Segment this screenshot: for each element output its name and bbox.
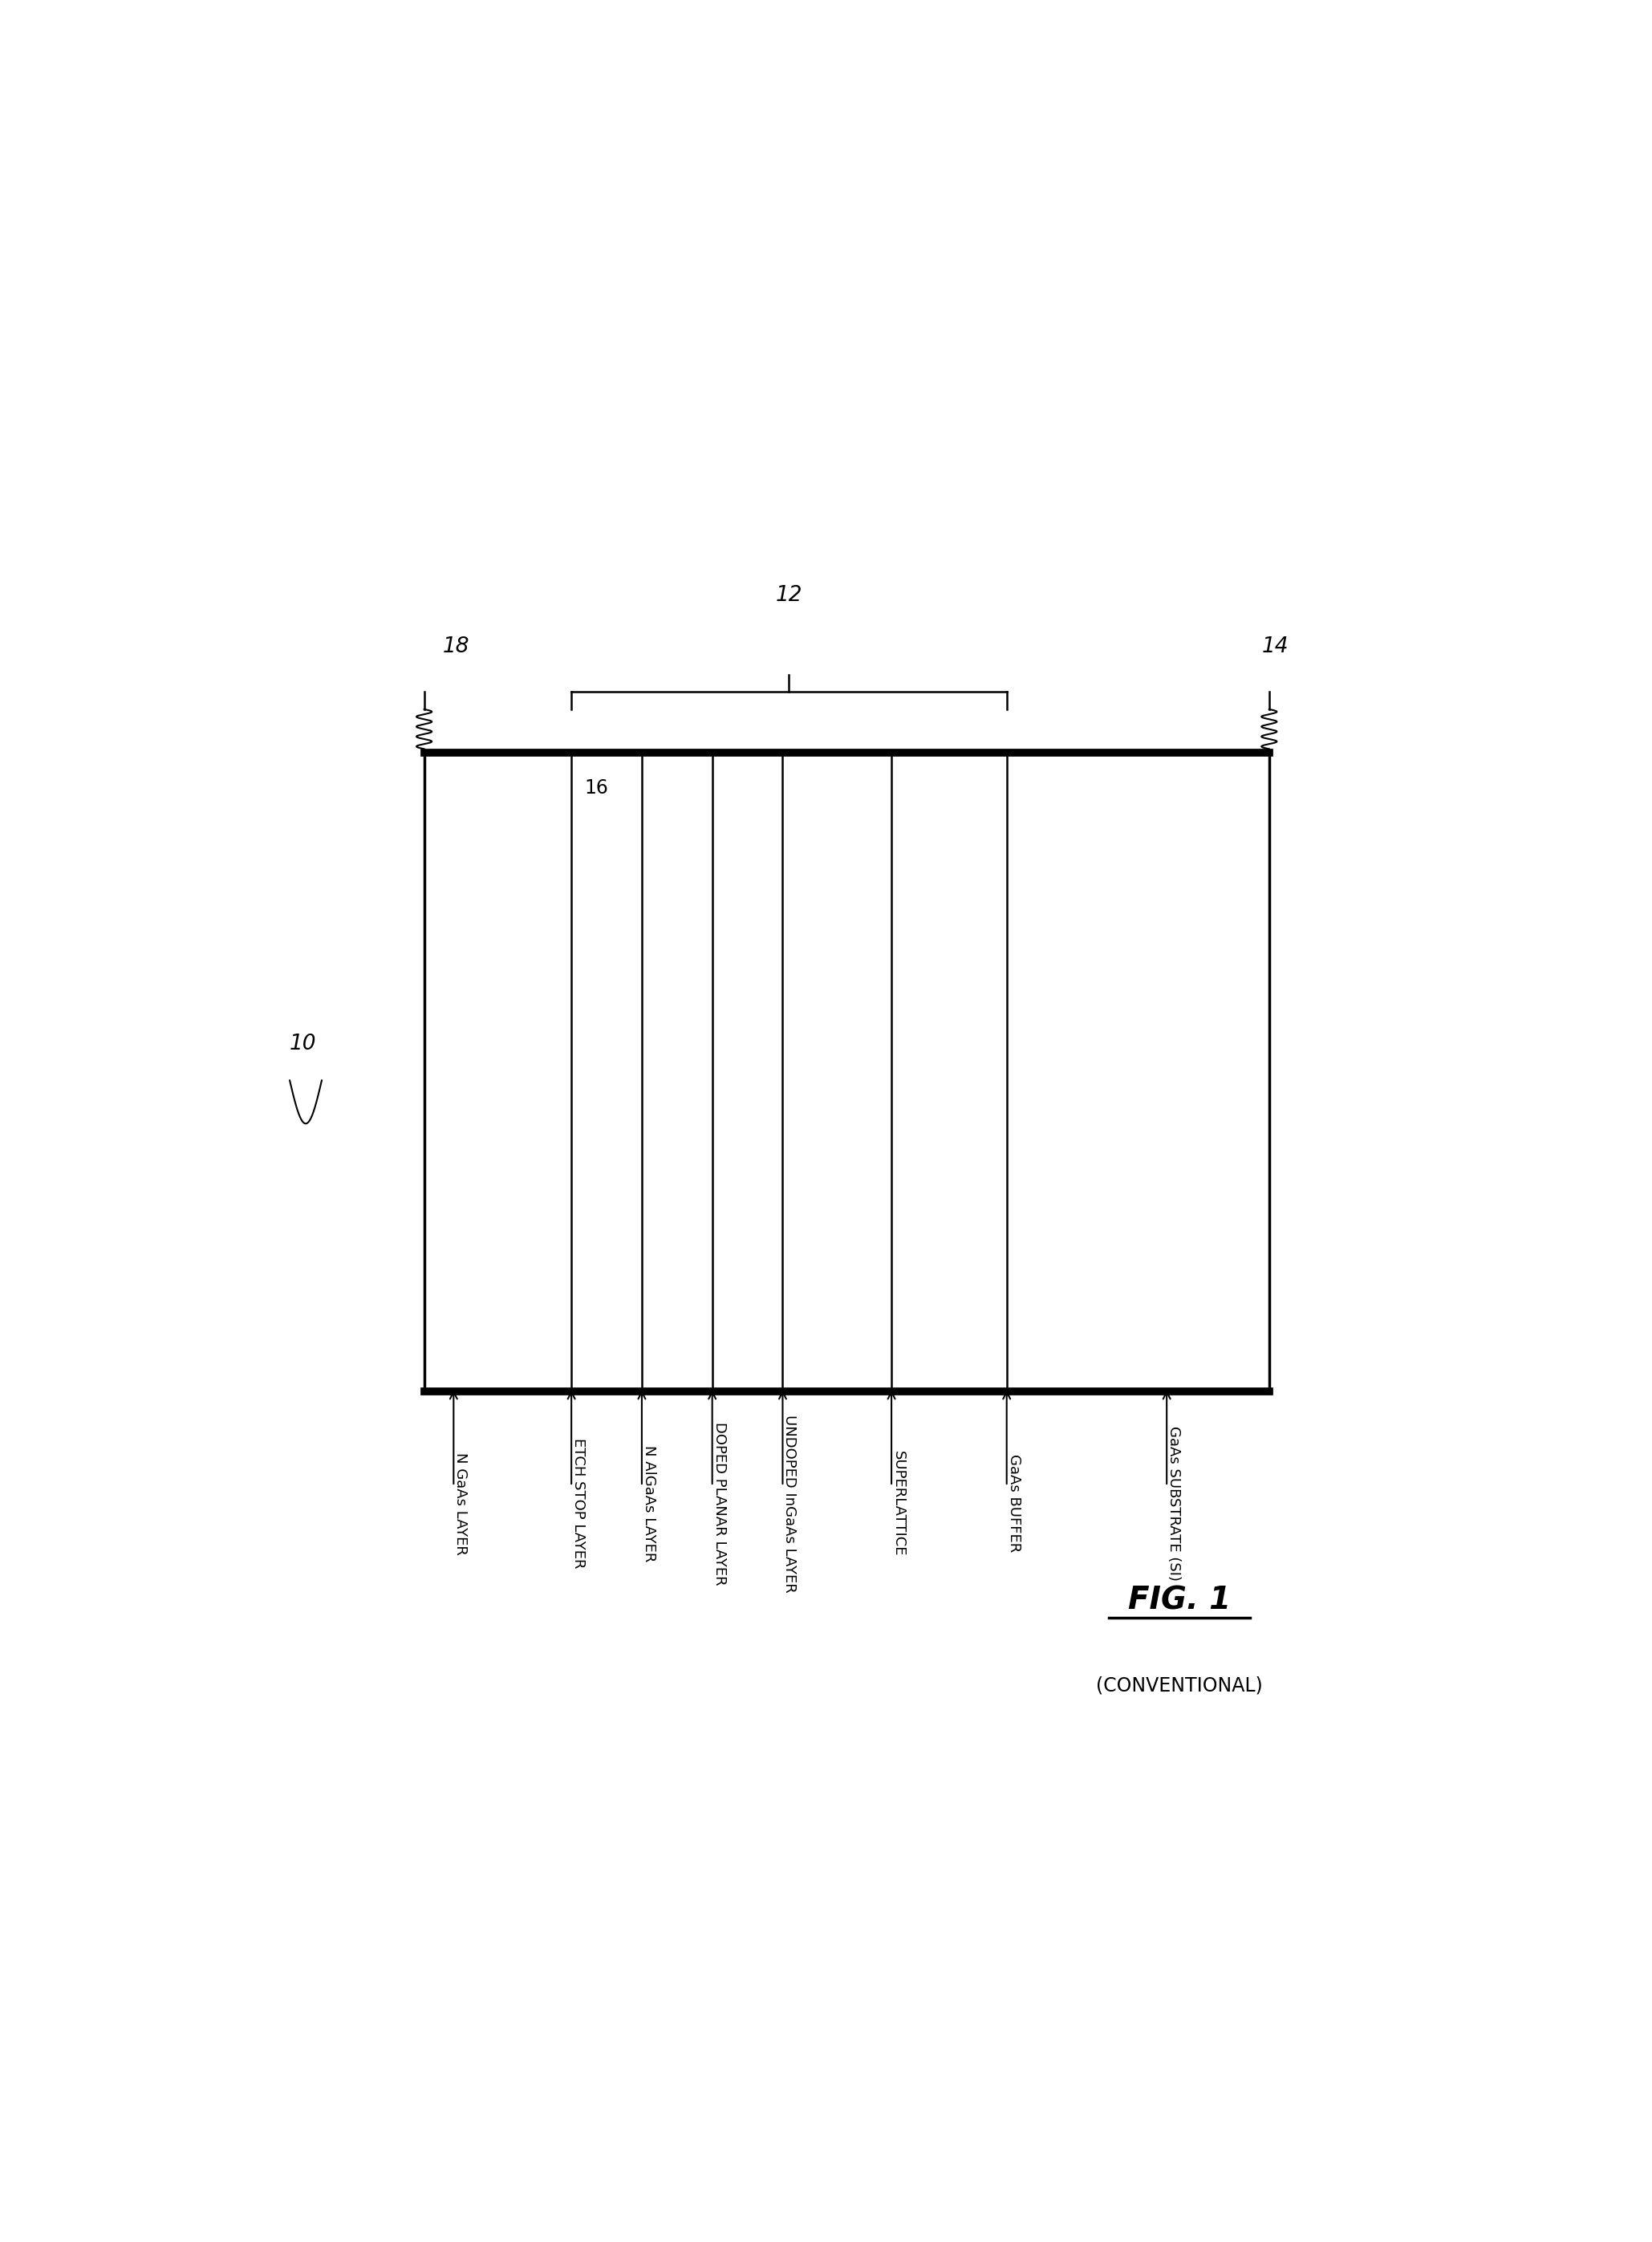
Text: 14: 14 bbox=[1262, 637, 1289, 657]
Text: FIG. 1: FIG. 1 bbox=[1128, 1585, 1231, 1616]
Text: ETCH STOP LAYER: ETCH STOP LAYER bbox=[572, 1437, 586, 1569]
Text: UNDOPED InGaAs LAYER: UNDOPED InGaAs LAYER bbox=[783, 1415, 796, 1592]
Text: DOPED PLANAR LAYER: DOPED PLANAR LAYER bbox=[712, 1421, 727, 1585]
Text: 16: 16 bbox=[585, 778, 608, 798]
Bar bbox=[425, 753, 1269, 1390]
Text: GaAs BUFFER: GaAs BUFFER bbox=[1006, 1455, 1021, 1551]
Text: SUPERLATTICE: SUPERLATTICE bbox=[892, 1451, 905, 1556]
Text: N AlGaAs LAYER: N AlGaAs LAYER bbox=[641, 1446, 656, 1563]
Text: 12: 12 bbox=[775, 585, 803, 605]
Text: N GaAs LAYER: N GaAs LAYER bbox=[454, 1453, 468, 1554]
Text: (CONVENTIONAL): (CONVENTIONAL) bbox=[1097, 1677, 1262, 1695]
Text: GaAs SUBSTRATE (SI): GaAs SUBSTRATE (SI) bbox=[1166, 1426, 1181, 1581]
Text: 10: 10 bbox=[289, 1034, 316, 1054]
Text: 18: 18 bbox=[443, 637, 469, 657]
